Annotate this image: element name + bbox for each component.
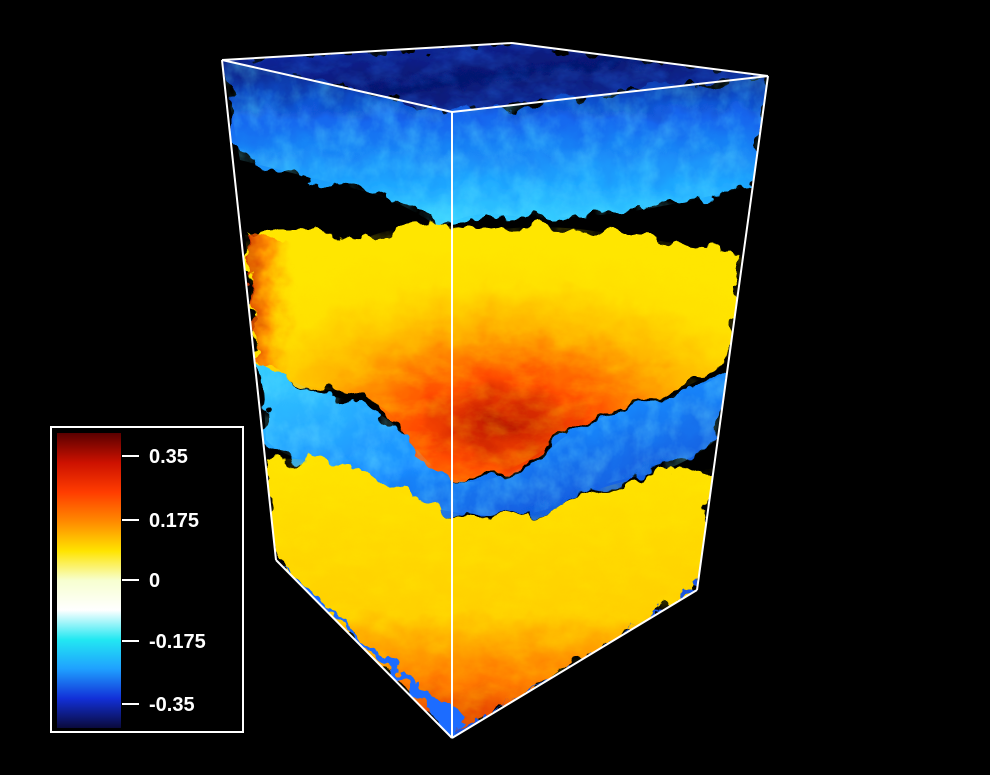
colorbar-tick	[122, 579, 139, 581]
colorbar-tick	[122, 455, 139, 457]
colorbar-label-4: -0.35	[149, 694, 195, 716]
colorbar-tick	[122, 703, 139, 705]
colorbar-label-1: 0.175	[149, 510, 200, 532]
colorbar-label-0: 0.35	[149, 446, 188, 468]
colorbar-tick	[122, 519, 139, 521]
colorbar-label-2: 0	[149, 570, 161, 592]
colorbar-gradient	[57, 433, 121, 728]
colorbar-tick	[122, 640, 139, 642]
bounding-box	[221, 42, 769, 739]
colorbar-label-3: -0.175	[149, 631, 206, 653]
colorbar-legend: 0.35 0.175 0 -0.175 -0.35	[50, 426, 244, 733]
